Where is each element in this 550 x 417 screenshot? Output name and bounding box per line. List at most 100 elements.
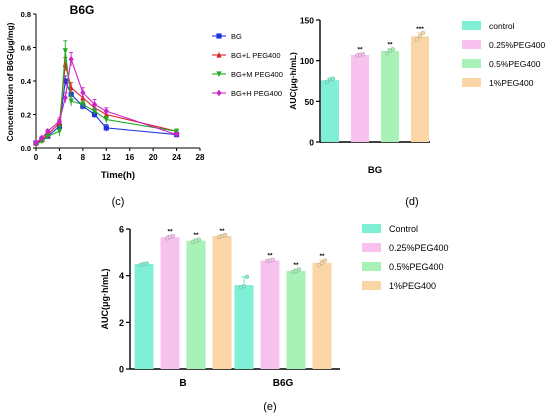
legend-swatch	[462, 78, 481, 87]
legend-label: BG+M PEG400	[231, 70, 283, 79]
data-point	[216, 33, 222, 39]
bar	[321, 80, 339, 142]
data-point	[196, 237, 202, 242]
data-point	[270, 257, 276, 262]
y-tick-label: 50	[305, 97, 315, 107]
category-label: B6G	[273, 378, 294, 389]
legend-swatch	[362, 281, 381, 290]
data-point	[216, 71, 222, 78]
y-tick-label: 0	[309, 138, 314, 148]
legend: Control 0.25%PEG400 0.5%PEG400 1%PEG400	[362, 224, 449, 291]
x-axis-label: Time(h)	[101, 170, 135, 181]
data-point	[222, 233, 228, 238]
x-tick-label: 0	[34, 153, 39, 162]
data-point	[56, 118, 63, 125]
data-point	[103, 107, 109, 115]
y-axis-label: Concentration of B6G(μg/mg)	[5, 22, 15, 141]
data-point	[330, 76, 336, 81]
x-tick-label: 28	[196, 153, 205, 162]
data-point	[62, 94, 68, 101]
data-point	[91, 108, 98, 115]
data-point	[244, 274, 250, 279]
data-point	[384, 51, 390, 56]
bar	[234, 285, 254, 369]
y-axis-label: AUC(μg·h/mL)	[288, 52, 298, 110]
legend-swatch	[462, 40, 481, 49]
bar-chart-d: 050100150AUC(μg·h/mL)*******BGcontrol0.2…	[288, 16, 546, 209]
legend-label: 1%PEG400	[489, 78, 534, 88]
legend-label: BG+L PEG400	[231, 51, 281, 60]
data-point	[420, 30, 426, 36]
y-tick-label: 0.8	[21, 10, 31, 19]
data-point	[316, 263, 322, 268]
y-axis-label: AUC(μg·h/mL)	[100, 269, 110, 330]
significance-label: **	[267, 252, 273, 259]
data-point	[56, 128, 63, 135]
legend-label: 0.25%PEG400	[489, 40, 546, 50]
y-tick-label: 150	[300, 16, 314, 26]
data-point	[80, 89, 86, 96]
significance-label: **	[387, 41, 393, 48]
data-point	[216, 89, 222, 97]
bar	[260, 260, 280, 369]
bar	[134, 264, 154, 369]
data-point	[170, 233, 176, 239]
series-4	[33, 52, 180, 147]
legend-swatch	[362, 243, 381, 252]
significance-label: **	[193, 232, 199, 239]
data-point	[414, 37, 420, 42]
bar	[186, 240, 206, 369]
bar	[312, 262, 332, 369]
y-tick-label: 100	[300, 56, 314, 66]
legend-c: BG BG+L PEG400 BG+M PEG400 BG+H PEG400	[212, 32, 283, 98]
data-point	[103, 116, 109, 123]
series-3	[33, 40, 180, 148]
data-point	[173, 131, 180, 138]
y-tick-label: 0	[119, 365, 124, 375]
panel-caption: (e)	[263, 401, 276, 413]
data-point	[68, 98, 74, 105]
significance-label: **	[219, 228, 225, 235]
data-point	[91, 101, 98, 108]
legend-label: BG+H PEG400	[231, 89, 282, 98]
chart-title: B6G	[70, 3, 95, 17]
y-tick-label: 6	[119, 225, 124, 235]
category-label: BG	[368, 165, 382, 176]
bar	[381, 50, 399, 143]
data-point	[216, 51, 222, 58]
data-point	[360, 52, 366, 57]
data-point	[39, 138, 45, 145]
bar	[286, 271, 306, 369]
data-point	[45, 128, 51, 135]
data-point	[241, 284, 247, 289]
legend-label: 1%PEG400	[389, 281, 436, 291]
y-tick-label: 0.4	[21, 77, 32, 86]
data-point	[45, 133, 51, 140]
x-tick-label: 4	[57, 153, 62, 162]
y-tick-label: 2	[119, 318, 124, 328]
x-tick-label: 12	[102, 153, 111, 162]
data-point	[144, 261, 150, 266]
bar	[351, 54, 369, 143]
y-tick-label: 4	[119, 271, 124, 281]
data-point	[417, 34, 423, 39]
data-point	[62, 78, 68, 84]
legend: control 0.25%PEG400 0.5%PEG400 1%PEG400	[462, 21, 546, 88]
legend-label: control	[489, 21, 515, 31]
y-tick-label: 0.6	[21, 44, 31, 53]
data-point	[390, 47, 396, 52]
x-tick-label: 24	[172, 153, 181, 162]
panel-caption: (d)	[405, 196, 418, 208]
significance-label: ***	[416, 26, 424, 33]
y-tick-label: 0.2	[21, 111, 31, 120]
data-point	[296, 267, 302, 272]
x-tick-label: 16	[125, 153, 134, 162]
legend-label: 0.5%PEG400	[489, 59, 541, 69]
data-point	[39, 134, 45, 142]
data-point	[319, 260, 325, 265]
legend-swatch	[462, 21, 481, 30]
line-chart-c: B6G 0 4 8 12 16 20 24 28 0.0 0.2 0.4 0.6 0.8 Time(h) Co…	[5, 3, 283, 208]
panel-caption: (c)	[112, 196, 125, 208]
x-tick-label: 8	[81, 153, 86, 162]
significance-label: **	[319, 253, 325, 260]
